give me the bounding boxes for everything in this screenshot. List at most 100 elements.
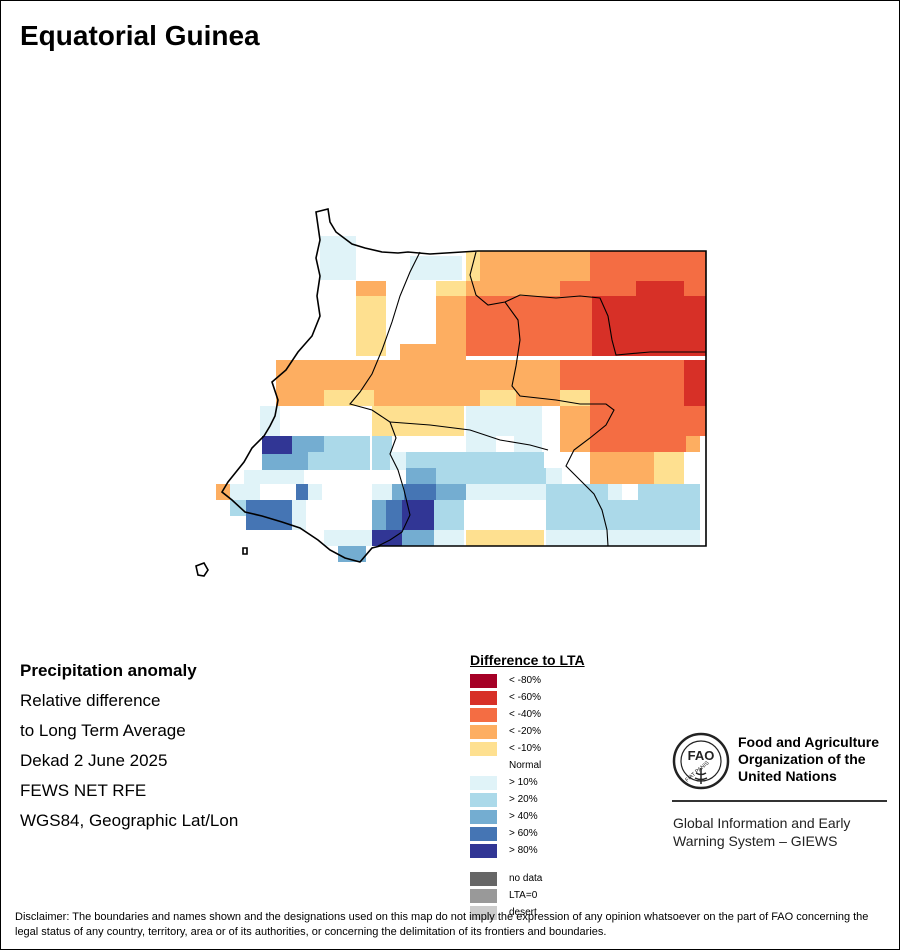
- legend-label: desert: [509, 907, 537, 918]
- legend-label: > 20%: [509, 794, 538, 805]
- legend-row: < -10%: [470, 741, 670, 758]
- giews-name-line: Warning System – GIEWS: [673, 833, 838, 849]
- anomaly-cell: [590, 251, 706, 281]
- anomaly-cell: [292, 436, 324, 454]
- anomaly-cell: [246, 484, 260, 500]
- anomaly-cell: [324, 530, 372, 546]
- anomaly-cell: [436, 468, 546, 484]
- legend-label: < -80%: [509, 675, 541, 686]
- info-line-product: Precipitation anomaly: [20, 661, 197, 680]
- anomaly-cell: [466, 484, 546, 500]
- anomaly-cell: [684, 360, 706, 406]
- info-line-period: Dekad 2 June 2025: [20, 751, 168, 770]
- anomaly-cell: [560, 406, 590, 452]
- anomaly-cell: [404, 484, 436, 500]
- anomaly-cell: [514, 406, 542, 436]
- anomaly-cell: [480, 251, 590, 281]
- anomaly-cell: [466, 296, 592, 356]
- anomaly-cell: [434, 530, 464, 546]
- fao-name-line: Organization of the: [738, 751, 866, 767]
- info-line-reference: to Long Term Average: [20, 721, 186, 740]
- info-line-projection: WGS84, Geographic Lat/Lon: [20, 811, 239, 830]
- country-outline: [195, 208, 707, 577]
- anomaly-cell: [636, 296, 706, 356]
- legend-label: < -20%: [509, 726, 541, 737]
- anomaly-cell: [402, 500, 434, 530]
- map-title: Equatorial Guinea: [20, 20, 260, 51]
- fao-name-line: United Nations: [738, 768, 837, 784]
- fao-emblem-text: FAO: [688, 748, 715, 763]
- anomaly-cell: [402, 530, 434, 546]
- anomaly-cell: [436, 484, 466, 500]
- legend-row: < -60%: [470, 690, 670, 707]
- anomaly-cell: [480, 390, 516, 406]
- anomaly-cell: [636, 281, 684, 296]
- legend: Difference to LTA < -80% < -60% < -40% < -2…: [470, 652, 670, 922]
- map-info-block: Precipitation anomaly Relative differenc…: [20, 656, 238, 836]
- anomaly-cell: [372, 484, 392, 500]
- legend-label: Normal: [509, 760, 542, 771]
- anomaly-cell: [466, 251, 480, 281]
- anomaly-cell: [296, 484, 308, 500]
- anomaly-cell: [406, 452, 544, 470]
- legend-label: < -10%: [509, 743, 541, 754]
- anomaly-cell: [262, 516, 292, 530]
- anomaly-cell: [372, 530, 402, 546]
- legend-swatch: [470, 674, 497, 688]
- anomaly-cell: [546, 484, 608, 500]
- anomaly-cell: [392, 484, 404, 500]
- legend-label: < -60%: [509, 692, 541, 703]
- legend-row: < -40%: [470, 707, 670, 724]
- anomaly-cell: [262, 436, 292, 454]
- legend-swatch: [470, 906, 497, 920]
- fao-name-line: Food and Agriculture: [738, 734, 880, 750]
- legend-swatch: [470, 776, 497, 790]
- legend-swatch: [470, 742, 497, 756]
- legend-label: no data: [509, 873, 543, 884]
- anomaly-cell: [400, 390, 464, 406]
- legend-label: > 10%: [509, 777, 538, 788]
- anomaly-cell: [654, 452, 684, 484]
- anomaly-map: [195, 208, 707, 577]
- anomaly-cell: [608, 530, 700, 546]
- legend-row: < -20%: [470, 724, 670, 741]
- anomaly-cell: [686, 406, 706, 436]
- anomaly-cell: [590, 452, 654, 484]
- anomaly-cell: [386, 500, 402, 532]
- anomaly-cell: [410, 256, 430, 280]
- anomaly-cell: [514, 436, 542, 452]
- admin-boundaries: [349, 251, 706, 547]
- legend-label: > 40%: [509, 811, 538, 822]
- anomaly-cell: [638, 484, 700, 500]
- anomaly-cell: [466, 436, 496, 452]
- legend-row: LTA=0: [470, 888, 670, 905]
- legend-swatch: [470, 889, 497, 903]
- anomaly-grid: [216, 236, 706, 562]
- disclaimer: Disclaimer: The boundaries and names sho…: [15, 911, 869, 938]
- legend-label: > 60%: [509, 828, 538, 839]
- info-line-source: FEWS NET RFE: [20, 781, 147, 800]
- legend-row: > 20%: [470, 792, 670, 809]
- legend-swatch: [470, 827, 497, 841]
- anomaly-cell: [546, 468, 562, 484]
- anomaly-cell: [390, 452, 406, 470]
- anomaly-cell: [590, 406, 686, 452]
- anomaly-cell: [308, 484, 322, 500]
- anomaly-cell: [262, 454, 308, 470]
- legend-label: LTA=0: [509, 890, 538, 901]
- anomaly-cell: [606, 281, 636, 296]
- anomaly-cell: [436, 281, 466, 296]
- legend-swatch: [470, 844, 497, 858]
- legend-row: no data: [470, 871, 670, 888]
- anomaly-cell: [356, 281, 386, 296]
- anomaly-cell: [276, 390, 324, 406]
- anomaly-cell: [546, 530, 608, 546]
- legend-row: > 10%: [470, 775, 670, 792]
- legend-label: > 80%: [509, 845, 538, 856]
- anomaly-cell: [406, 468, 436, 484]
- legend-swatch: [470, 793, 497, 807]
- anomaly-cell: [244, 470, 304, 484]
- anomaly-cell: [260, 406, 280, 436]
- anomaly-cell: [684, 281, 706, 296]
- anomaly-cell: [466, 530, 544, 546]
